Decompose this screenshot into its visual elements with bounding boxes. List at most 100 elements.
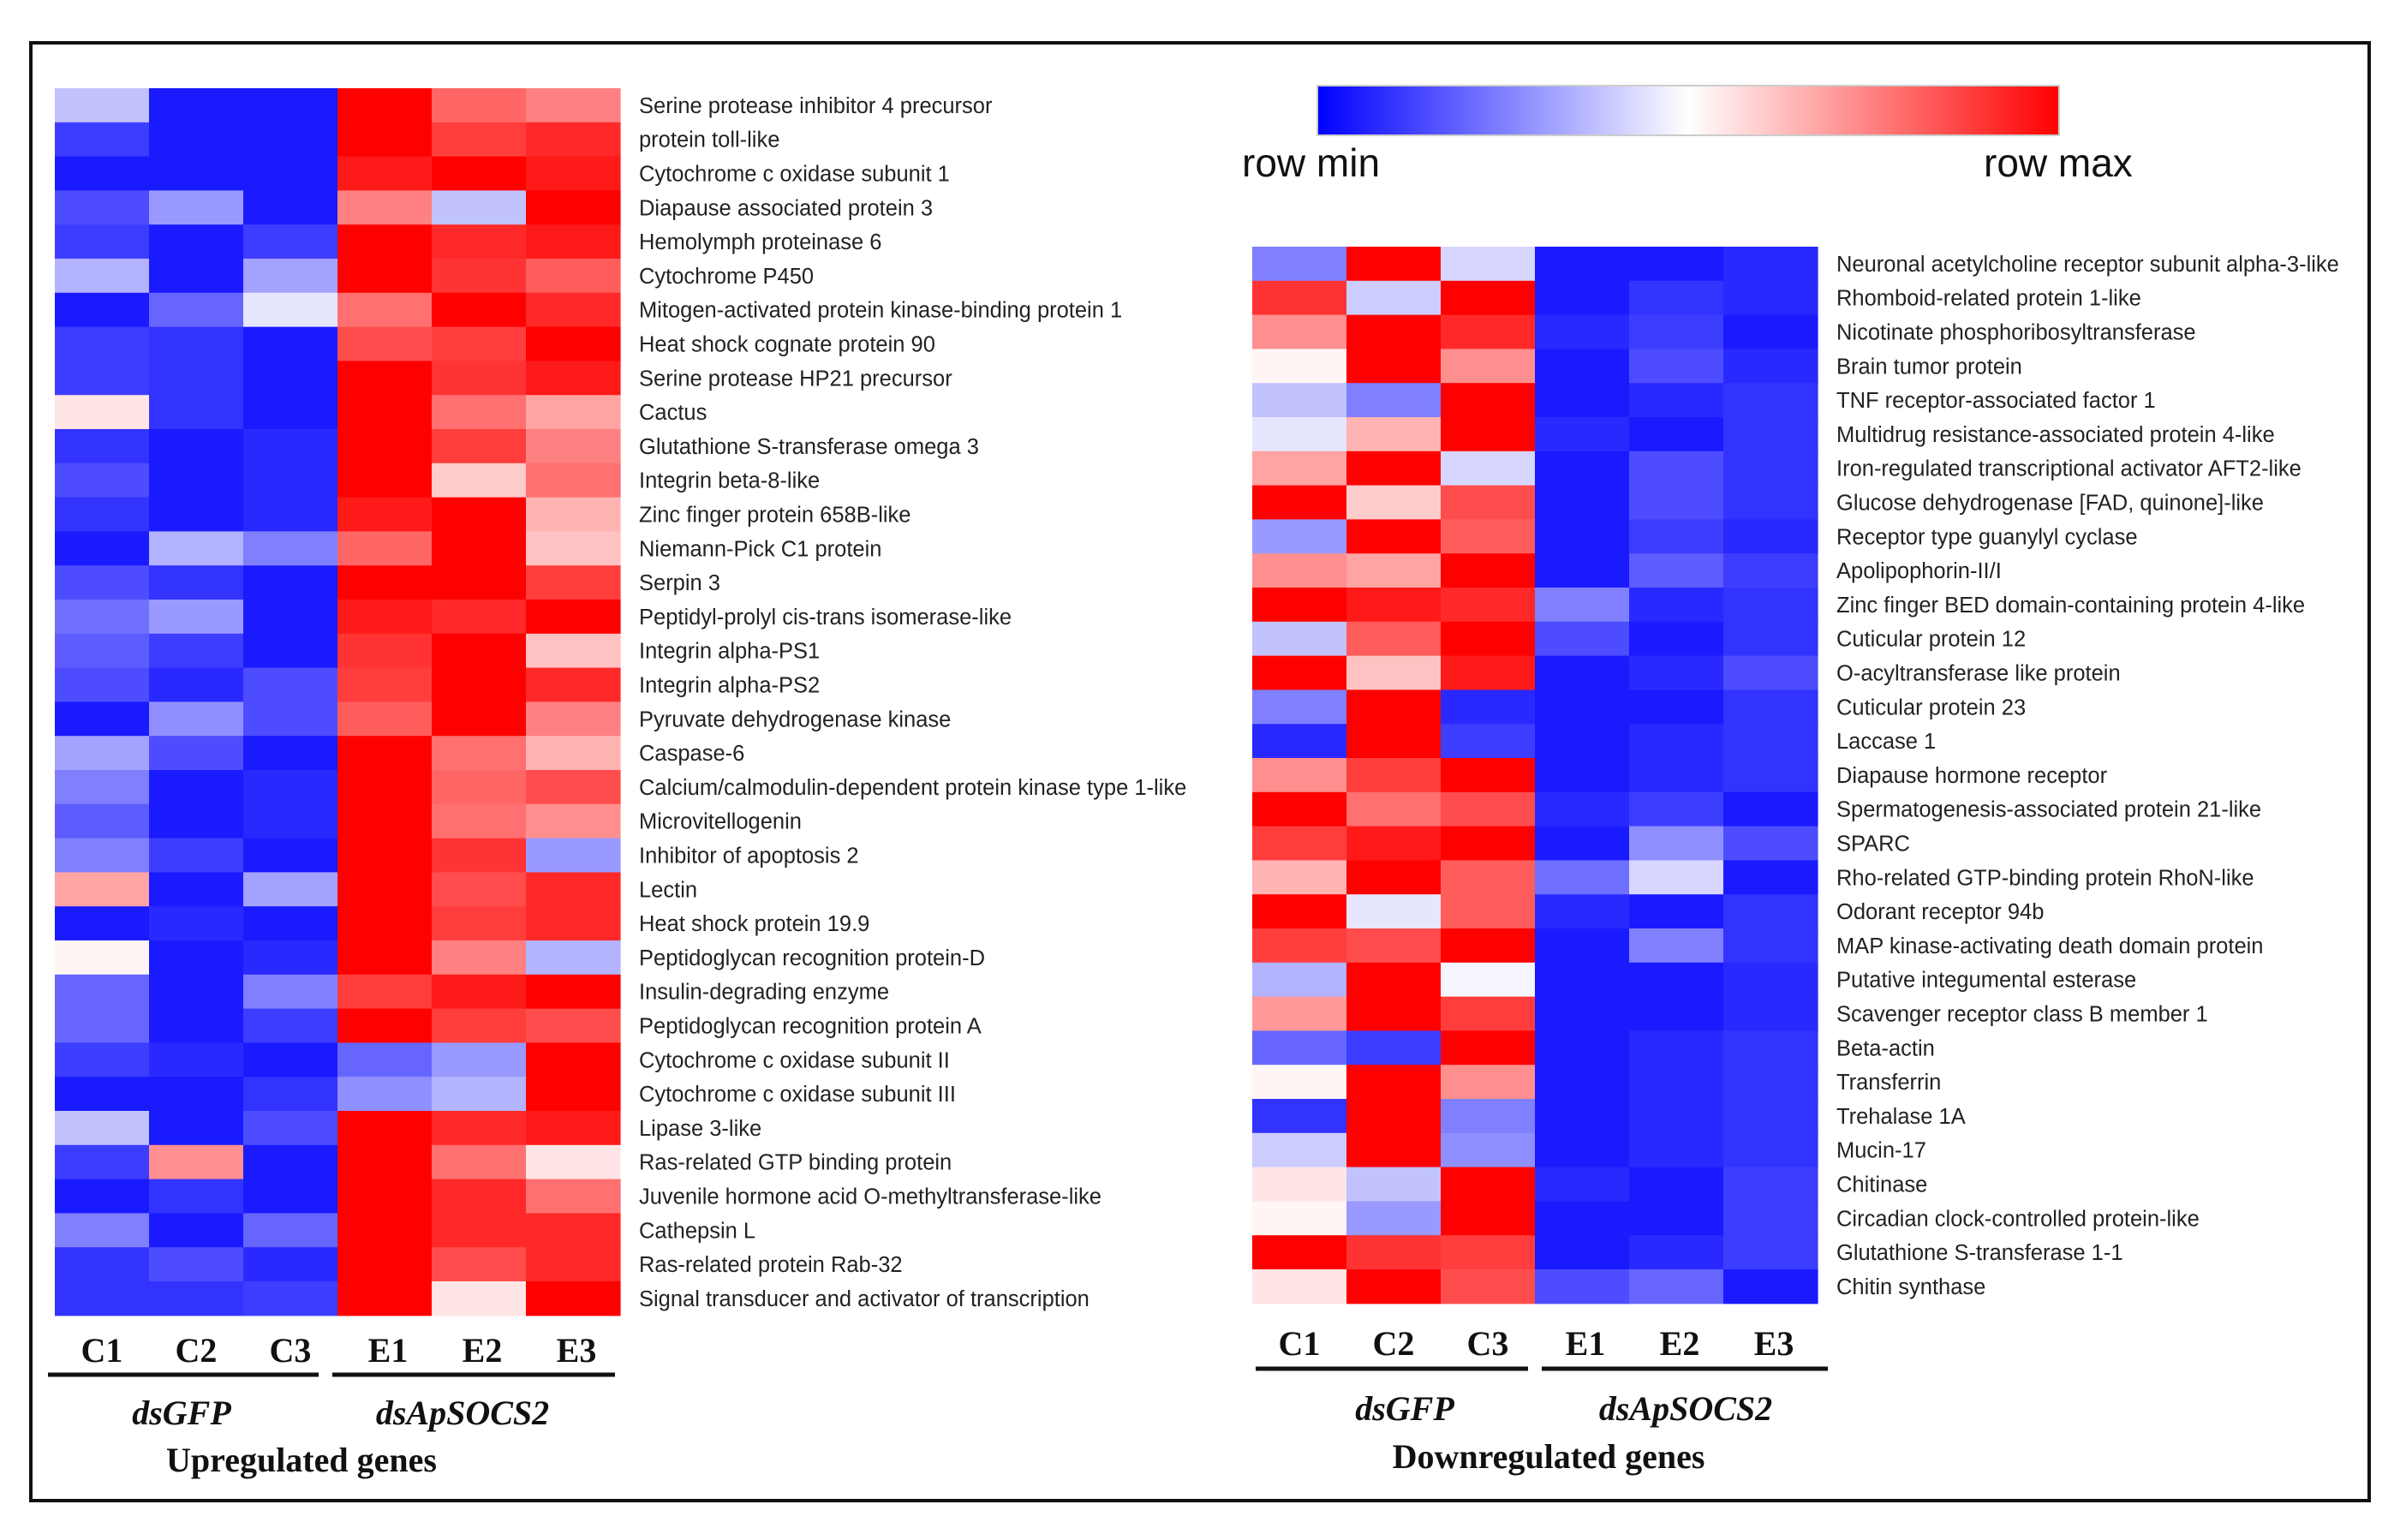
upregulated-cell-r5-C2 — [149, 259, 244, 294]
upregulated-cell-r3-C2 — [149, 190, 244, 225]
downregulated-gene-label: Apolipophorin-II/I — [1836, 559, 2002, 583]
upregulated-cell-r16-C1 — [55, 633, 150, 669]
upregulated-cell-r6-E2 — [432, 292, 527, 328]
upregulated-cell-r2-E2 — [432, 156, 527, 191]
upregulated-gene-label: Peptidoglycan recognition protein A — [639, 1015, 982, 1039]
downregulated-cell-r2-E2 — [1629, 314, 1724, 349]
downregulated-cell-r26-E1 — [1535, 1132, 1630, 1168]
upregulated-cell-r24-E1 — [337, 906, 433, 941]
upregulated-cell-r5-C3 — [243, 259, 338, 294]
upregulated-cell-r32-E2 — [432, 1179, 527, 1214]
downregulated-cell-r6-C3 — [1441, 451, 1536, 486]
downregulated-cell-r29-E3 — [1723, 1235, 1818, 1270]
upregulated-cell-r29-C3 — [243, 1077, 338, 1112]
downregulated-cell-r22-E2 — [1629, 996, 1724, 1031]
upregulated-cell-r24-E2 — [432, 906, 527, 941]
upregulated-cell-r0-E3 — [526, 88, 621, 123]
downregulated-cell-r6-C1 — [1252, 451, 1347, 486]
downregulated-gene-label: Circadian clock-controlled protein-like — [1836, 1207, 2200, 1231]
downregulated-cell-r22-C1 — [1252, 996, 1347, 1031]
downregulated-cell-r16-C2 — [1346, 791, 1442, 827]
downregulated-cell-r10-E1 — [1535, 588, 1630, 623]
downregulated-cell-r23-C1 — [1252, 1030, 1347, 1065]
downregulated-cell-r13-E2 — [1629, 689, 1724, 725]
upregulated-cell-r34-C3 — [243, 1247, 338, 1282]
upregulated-cell-r5-C1 — [55, 259, 150, 294]
upregulated-column-label-E1: E1 — [368, 1331, 409, 1370]
upregulated-gene-label: Cytochrome c oxidase subunit 1 — [639, 163, 950, 187]
upregulated-cell-r0-E1 — [337, 88, 433, 123]
downregulated-gene-label: TNF receptor-associated factor 1 — [1836, 389, 2156, 413]
upregulated-gene-label: Glutathione S-transferase omega 3 — [639, 435, 979, 459]
downregulated-cell-r18-E2 — [1629, 860, 1724, 895]
upregulated-cell-r24-C1 — [55, 906, 150, 941]
downregulated-cell-r1-C2 — [1346, 280, 1442, 316]
upregulated-cell-r14-E2 — [432, 565, 527, 600]
upregulated-gene-label: Signal transducer and activator of trans… — [639, 1287, 1090, 1311]
downregulated-cell-r11-C2 — [1346, 621, 1442, 657]
downregulated-cell-r25-C3 — [1441, 1099, 1536, 1134]
downregulated-cell-r15-E1 — [1535, 758, 1630, 793]
downregulated-gene-label: Spermatogenesis-associated protein 21-li… — [1836, 798, 2261, 822]
downregulated-cell-r0-E1 — [1535, 247, 1630, 282]
downregulated-cell-r5-E2 — [1629, 417, 1724, 452]
upregulated-cell-r21-E2 — [432, 803, 527, 839]
upregulated-cell-r7-E2 — [432, 326, 527, 361]
downregulated-cell-r21-E1 — [1535, 962, 1630, 998]
upregulated-cell-r4-E2 — [432, 224, 527, 260]
downregulated-cell-r8-E3 — [1723, 519, 1818, 554]
upregulated-gene-label: Serpin 3 — [639, 571, 720, 595]
upregulated-cell-r25-E3 — [526, 940, 621, 976]
downregulated-cell-r25-E1 — [1535, 1099, 1630, 1134]
upregulated-cell-r23-C3 — [243, 872, 338, 907]
downregulated-cell-r6-C2 — [1346, 451, 1442, 486]
downregulated-cell-r23-E2 — [1629, 1030, 1724, 1065]
upregulated-cell-r0-C3 — [243, 88, 338, 123]
upregulated-gene-label: Lectin — [639, 878, 697, 902]
color-legend: row min row max — [1242, 85, 2133, 185]
downregulated-cell-r16-C3 — [1441, 791, 1536, 827]
downregulated-cell-r11-E3 — [1723, 621, 1818, 657]
downregulated-cell-r19-E3 — [1723, 894, 1818, 929]
downregulated-cell-r27-C2 — [1346, 1167, 1442, 1202]
upregulated-cell-r30-C2 — [149, 1111, 244, 1146]
upregulated-gene-label: Peptidyl-prolyl cis-trans isomerase-like — [639, 606, 1012, 630]
downregulated-cell-r5-E1 — [1535, 417, 1630, 452]
downregulated-cell-r26-C3 — [1441, 1132, 1536, 1168]
upregulated-gene-label: Serine protease inhibitor 4 precursor — [639, 94, 993, 118]
upregulated-cell-r7-C2 — [149, 326, 244, 361]
upregulated-cell-r22-C3 — [243, 838, 338, 873]
upregulated-cell-r18-E2 — [432, 701, 527, 737]
upregulated-gene-label: Calcium/calmodulin-dependent protein kin… — [639, 776, 1186, 800]
downregulated-cell-r27-E2 — [1629, 1167, 1724, 1202]
upregulated-cell-r31-E3 — [526, 1144, 621, 1180]
downregulated-column-label-C1: C1 — [1279, 1324, 1321, 1363]
downregulated-cell-r2-C1 — [1252, 314, 1347, 349]
upregulated-cell-r19-C2 — [149, 736, 244, 771]
downregulated-cell-r2-E3 — [1723, 314, 1818, 349]
upregulated-heatmap: Serine protease inhibitor 4 precursor pro… — [48, 88, 1186, 1479]
upregulated-cell-r2-E3 — [526, 156, 621, 191]
upregulated-cell-r14-C2 — [149, 565, 244, 600]
downregulated-cell-r17-E1 — [1535, 826, 1630, 861]
upregulated-gene-label: Niemann-Pick C1 protein — [639, 537, 881, 561]
upregulated-cell-r12-E3 — [526, 497, 621, 532]
upregulated-gene-label: Cathepsin L — [639, 1219, 755, 1243]
downregulated-cell-r7-C2 — [1346, 485, 1442, 520]
upregulated-cell-r30-C1 — [55, 1111, 150, 1146]
downregulated-cell-r7-E3 — [1723, 485, 1818, 520]
downregulated-cell-r4-E1 — [1535, 383, 1630, 418]
downregulated-cell-r11-C3 — [1441, 621, 1536, 657]
upregulated-cell-r19-E1 — [337, 736, 433, 771]
upregulated-cell-r30-E1 — [337, 1111, 433, 1146]
downregulated-cell-r15-C1 — [1252, 758, 1347, 793]
upregulated-cell-r19-E3 — [526, 736, 621, 771]
upregulated-cell-r31-C1 — [55, 1144, 150, 1180]
downregulated-cell-r7-E1 — [1535, 485, 1630, 520]
downregulated-gene-label: Cuticular protein 23 — [1836, 695, 2026, 719]
downregulated-cell-r5-E3 — [1723, 417, 1818, 452]
upregulated-cell-r15-E1 — [337, 600, 433, 635]
downregulated-cell-r5-C2 — [1346, 417, 1442, 452]
downregulated-gene-label: Receptor type guanylyl cyclase — [1836, 525, 2138, 549]
